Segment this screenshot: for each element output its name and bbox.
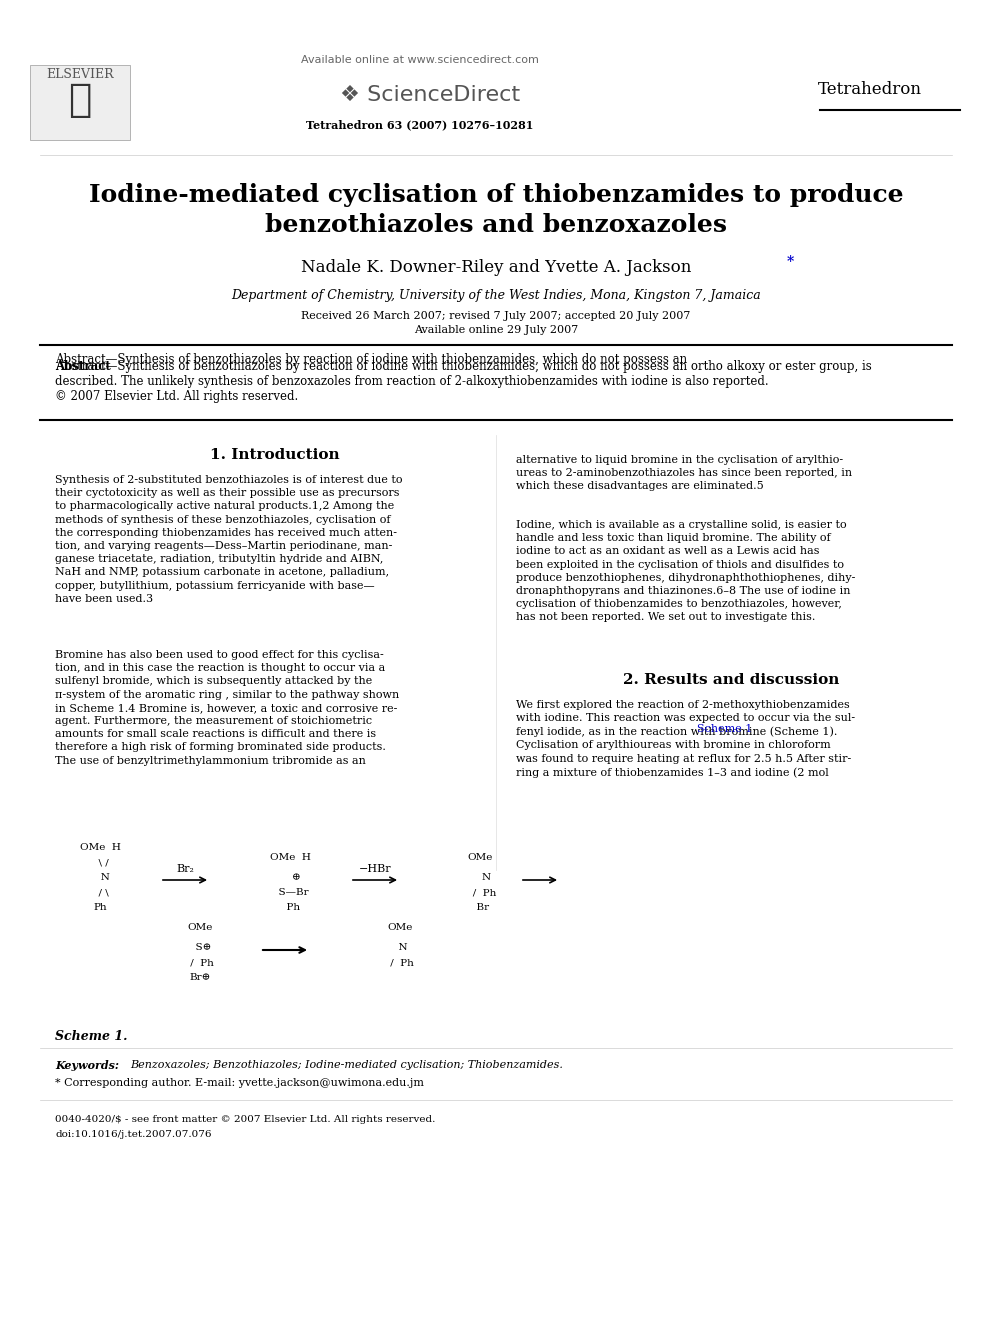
Text: We first explored the reaction of 2-methoxythiobenzamides
with iodine. This reac: We first explored the reaction of 2-meth… bbox=[516, 700, 855, 778]
Text: Nadale K. Downer-Riley and Yvette A. Jackson: Nadale K. Downer-Riley and Yvette A. Jac… bbox=[301, 259, 691, 277]
Text: Scheme 1: Scheme 1 bbox=[697, 724, 752, 734]
Text: Scheme 1.: Scheme 1. bbox=[55, 1031, 128, 1043]
Text: Tetrahedron 63 (2007) 10276–10281: Tetrahedron 63 (2007) 10276–10281 bbox=[307, 119, 534, 131]
Text: 2. Results and discussion: 2. Results and discussion bbox=[623, 673, 839, 687]
Text: Abstract—Synthesis of benzothiazoles by reaction of iodine with thiobenzamides, : Abstract—Synthesis of benzothiazoles by … bbox=[55, 360, 872, 404]
Text: N: N bbox=[469, 873, 491, 882]
Text: ❖ ScienceDirect: ❖ ScienceDirect bbox=[340, 85, 520, 105]
Text: OMe: OMe bbox=[187, 923, 212, 931]
Text: *: * bbox=[787, 255, 794, 269]
Text: OMe  H: OMe H bbox=[270, 853, 310, 863]
Text: * Corresponding author. E-mail: yvette.jackson@uwimona.edu.jm: * Corresponding author. E-mail: yvette.j… bbox=[55, 1078, 424, 1088]
Text: Synthesis of 2-substituted benzothiazoles is of interest due to
their cyctotoxic: Synthesis of 2-substituted benzothiazole… bbox=[55, 475, 403, 603]
Text: 1. Introduction: 1. Introduction bbox=[210, 448, 340, 462]
Text: Bromine has also been used to good effect for this cyclisa-
tion, and in this ca: Bromine has also been used to good effec… bbox=[55, 650, 399, 766]
Text: / \: / \ bbox=[91, 888, 108, 897]
Text: Iodine, which is available as a crystalline solid, is easier to
handle and less : Iodine, which is available as a crystall… bbox=[516, 520, 855, 622]
Text: Abstract: Abstract bbox=[55, 360, 111, 373]
Text: Ph: Ph bbox=[280, 904, 300, 912]
Text: OMe: OMe bbox=[467, 853, 493, 863]
Text: /  Ph: / Ph bbox=[186, 958, 213, 967]
Text: \ /: \ / bbox=[91, 859, 108, 867]
Text: Received 26 March 2007; revised 7 July 2007; accepted 20 July 2007: Received 26 March 2007; revised 7 July 2… bbox=[302, 311, 690, 321]
Text: /  Ph: / Ph bbox=[387, 958, 414, 967]
Text: 🌳: 🌳 bbox=[68, 81, 91, 119]
Text: Department of Chemistry, University of the West Indies, Mona, Kingston 7, Jamaic: Department of Chemistry, University of t… bbox=[231, 290, 761, 303]
Text: OMe  H: OMe H bbox=[79, 843, 120, 852]
Text: Br⊕: Br⊕ bbox=[189, 972, 210, 982]
Text: S⊕: S⊕ bbox=[188, 943, 211, 953]
FancyBboxPatch shape bbox=[30, 65, 130, 140]
Text: doi:10.1016/j.tet.2007.07.076: doi:10.1016/j.tet.2007.07.076 bbox=[55, 1130, 211, 1139]
Text: N: N bbox=[392, 943, 408, 953]
Text: Br: Br bbox=[470, 904, 490, 912]
Text: alternative to liquid bromine in the cyclisation of arylthio-
ureas to 2-aminobe: alternative to liquid bromine in the cyc… bbox=[516, 455, 852, 491]
Text: OMe: OMe bbox=[387, 923, 413, 931]
Text: ELSEVIER: ELSEVIER bbox=[47, 69, 114, 82]
Text: Keywords:: Keywords: bbox=[55, 1060, 123, 1072]
Text: Available online at www.sciencedirect.com: Available online at www.sciencedirect.co… bbox=[301, 56, 539, 65]
Text: benzothiazoles and benzoxazoles: benzothiazoles and benzoxazoles bbox=[265, 213, 727, 237]
Text: Ph: Ph bbox=[93, 904, 107, 912]
Text: ⊕: ⊕ bbox=[279, 873, 301, 882]
Text: Benzoxazoles; Benzothiazoles; Iodine-mediated cyclisation; Thiobenzamides.: Benzoxazoles; Benzothiazoles; Iodine-med… bbox=[130, 1060, 562, 1070]
Text: 0040-4020/$ - see front matter © 2007 Elsevier Ltd. All rights reserved.: 0040-4020/$ - see front matter © 2007 El… bbox=[55, 1115, 435, 1125]
Text: Available online 29 July 2007: Available online 29 July 2007 bbox=[414, 325, 578, 335]
Text: S—Br: S—Br bbox=[272, 888, 309, 897]
Text: N: N bbox=[90, 873, 109, 882]
Text: Tetrahedron: Tetrahedron bbox=[818, 82, 922, 98]
Text: −HBr: −HBr bbox=[359, 864, 391, 875]
Text: /  Ph: / Ph bbox=[463, 888, 497, 897]
Text: Br₂: Br₂ bbox=[176, 864, 194, 875]
Text: Iodine-mediated cyclisation of thiobenzamides to produce: Iodine-mediated cyclisation of thiobenza… bbox=[88, 183, 904, 206]
Text: Abstract—Synthesis of benzothiazoles by reaction of iodine with thiobenzamides, : Abstract—Synthesis of benzothiazoles by … bbox=[55, 353, 687, 366]
